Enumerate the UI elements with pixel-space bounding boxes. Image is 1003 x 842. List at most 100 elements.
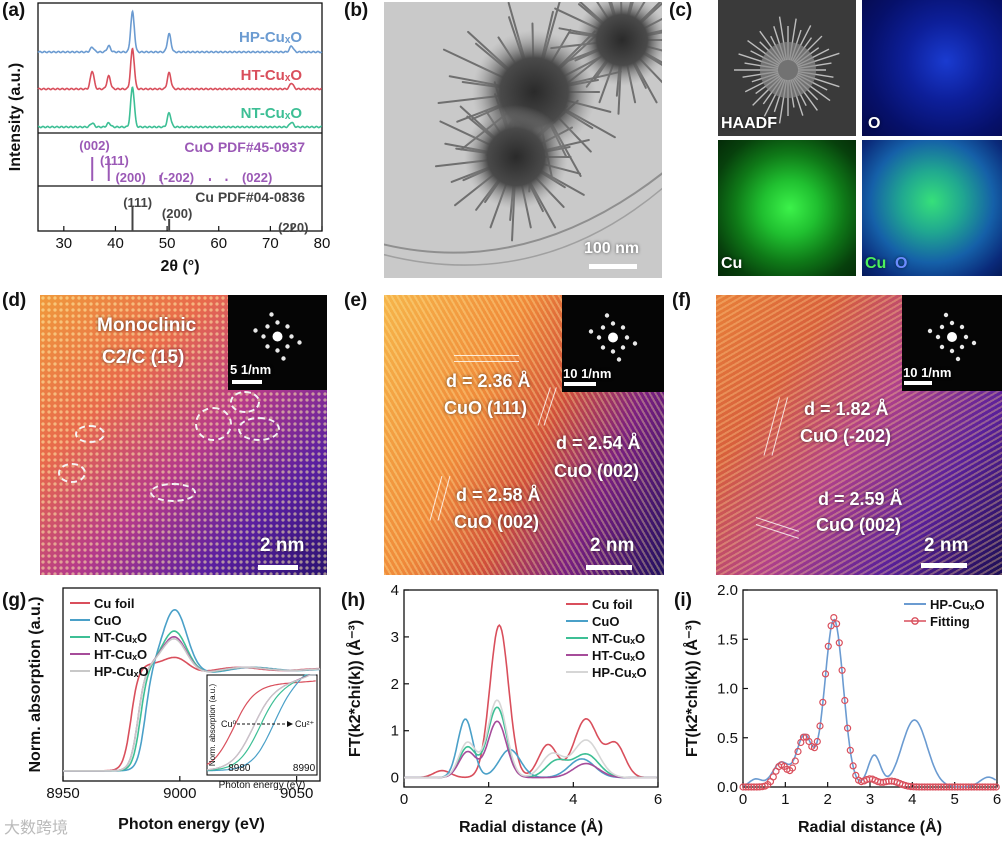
fft-center-spot [608, 332, 618, 343]
tem-particles [384, 2, 662, 266]
fft-spot [935, 334, 941, 340]
fft-scale-label-f: 10 1/nm [903, 365, 952, 380]
xrd-chart: 30 40 50 60 70 80 2θ (°) Intensity (a.u.) HP-Cuₓ… [7, 2, 331, 275]
d-spacing-e3: d = 2.58 Å [456, 485, 541, 505]
scalebar-e [586, 565, 632, 570]
fft-inset-e [562, 295, 664, 392]
x-tick-label: 4 [569, 791, 577, 808]
fit-marker [816, 722, 824, 730]
y-tick-label: 0 [391, 770, 399, 787]
fft-center-spot [272, 331, 283, 342]
panel-label-g: (g) [2, 590, 27, 611]
d-spacing-e1: d = 2.36 Å [446, 371, 531, 391]
fft-spot [265, 344, 270, 349]
d-spacing-f2: d = 2.59 Å [818, 489, 903, 509]
legend-label: CuO [94, 613, 121, 628]
defect-circle [195, 407, 232, 441]
reference-name: CuO PDF#45-0937 [184, 139, 305, 155]
fft-inset-d [228, 295, 327, 390]
x-tick-label: 5 [950, 791, 958, 808]
y-axis-label: FT(k2*chi(k)) (Å⁻³) [345, 620, 364, 757]
x-tick-label: 60 [210, 235, 227, 252]
legend-label: Cu foil [94, 596, 134, 611]
fft-scalebar-d [232, 380, 262, 384]
fit-marker [810, 744, 819, 752]
defect-circle [150, 483, 196, 502]
plane-f2: CuO (002) [816, 515, 902, 535]
fft-spot [939, 344, 945, 350]
plane-f1: CuO (-202) [800, 426, 892, 446]
ft-series-line [404, 706, 657, 779]
x-tick-label: 50 [159, 235, 176, 252]
fft-spot [269, 312, 274, 317]
y-tick-label: 4 [391, 585, 399, 599]
fit-marker [830, 613, 838, 622]
watermark: 大数跨境 [4, 818, 69, 837]
y-axis-label: Intensity (a.u.) [7, 63, 24, 171]
fit-marker [989, 783, 997, 791]
legend-marker [911, 617, 919, 625]
fft-spot [624, 335, 630, 340]
legend-label: CuO [592, 614, 619, 629]
x-tick-label: 8950 [46, 785, 79, 802]
plane-e2: CuO (002) [554, 461, 640, 481]
space-group-label: C2/C (15) [102, 347, 185, 368]
fft-spot [632, 341, 638, 346]
reference-hkl-label: (111) [100, 153, 129, 168]
xrd-series-label: HP-CuₓO [239, 29, 302, 46]
fft-spot [596, 335, 602, 340]
xrd-series-line [37, 86, 323, 129]
inset-series-line [206, 674, 316, 771]
fit-marker [821, 670, 830, 678]
legend-label: HP-CuₓO [592, 665, 647, 680]
x-axis-label: Radial distance (Å) [459, 817, 603, 836]
x-tick-label: 80 [314, 235, 331, 252]
y-tick-label: 0.5 [717, 730, 738, 747]
reference-hkl-label: (200) [115, 170, 145, 185]
inset-arrow-head [287, 721, 293, 727]
hrtem-d: 5 1/nm Monoclinic C2/C (15) 2 nm [40, 295, 327, 575]
fft-spot [949, 320, 955, 326]
reference-hkl-label: (022) [242, 170, 272, 185]
legend-label: HP-CuₓO [930, 597, 985, 612]
tem-scalebar-label: 100 nm [584, 240, 640, 257]
fit-marker [769, 773, 777, 781]
fft-spot [959, 324, 965, 330]
fft-center-spot [947, 332, 957, 342]
tem-image: 100 nm [384, 2, 662, 278]
fit-marker [835, 639, 843, 647]
merged-cu-label: Cu [865, 255, 887, 272]
plane-e3: CuO (002) [454, 512, 540, 532]
fit-marker [788, 764, 797, 772]
fit-marker [849, 762, 857, 770]
fit-marker [813, 737, 821, 746]
scalebar-f [921, 563, 967, 568]
y-tick-label: 3 [391, 629, 399, 646]
lattice-fringe [454, 355, 519, 356]
exafs-fit-chart: 0 1 2 3 4 5 6 0.0 0.5 1.0 1.5 2.0 Radial distance (Å… [682, 585, 1001, 836]
panel-label-h: (h) [341, 590, 366, 611]
legend-label: NT-CuₓO [94, 630, 147, 645]
plot-frame [403, 589, 659, 788]
legend-label: Fitting [930, 614, 970, 629]
x-tick-label: 3 [866, 791, 874, 808]
fft-spot [959, 344, 965, 350]
fit-marker [824, 642, 832, 650]
y-tick-label: 2 [391, 676, 399, 693]
fft-spot [610, 321, 616, 326]
x-axis-label: Photon energy (eV) [118, 816, 265, 833]
xrd-series-line [37, 47, 322, 91]
reference-hkl-label: (-202) [159, 170, 194, 185]
cu-map: Cu [718, 140, 856, 276]
x-tick-label: 30 [55, 235, 72, 252]
o-map: O [862, 0, 1002, 136]
fit-marker [992, 783, 1000, 791]
fft-scalebar-f [904, 381, 932, 385]
reference-hkl-label: (111) [123, 195, 152, 210]
fft-spot [963, 334, 969, 340]
panel-label-a: (a) [2, 0, 26, 21]
ft-series-line [404, 718, 657, 779]
panel-label-d: (d) [2, 290, 27, 311]
x-tick-label: 0 [739, 791, 747, 808]
fft-spot [285, 344, 290, 349]
